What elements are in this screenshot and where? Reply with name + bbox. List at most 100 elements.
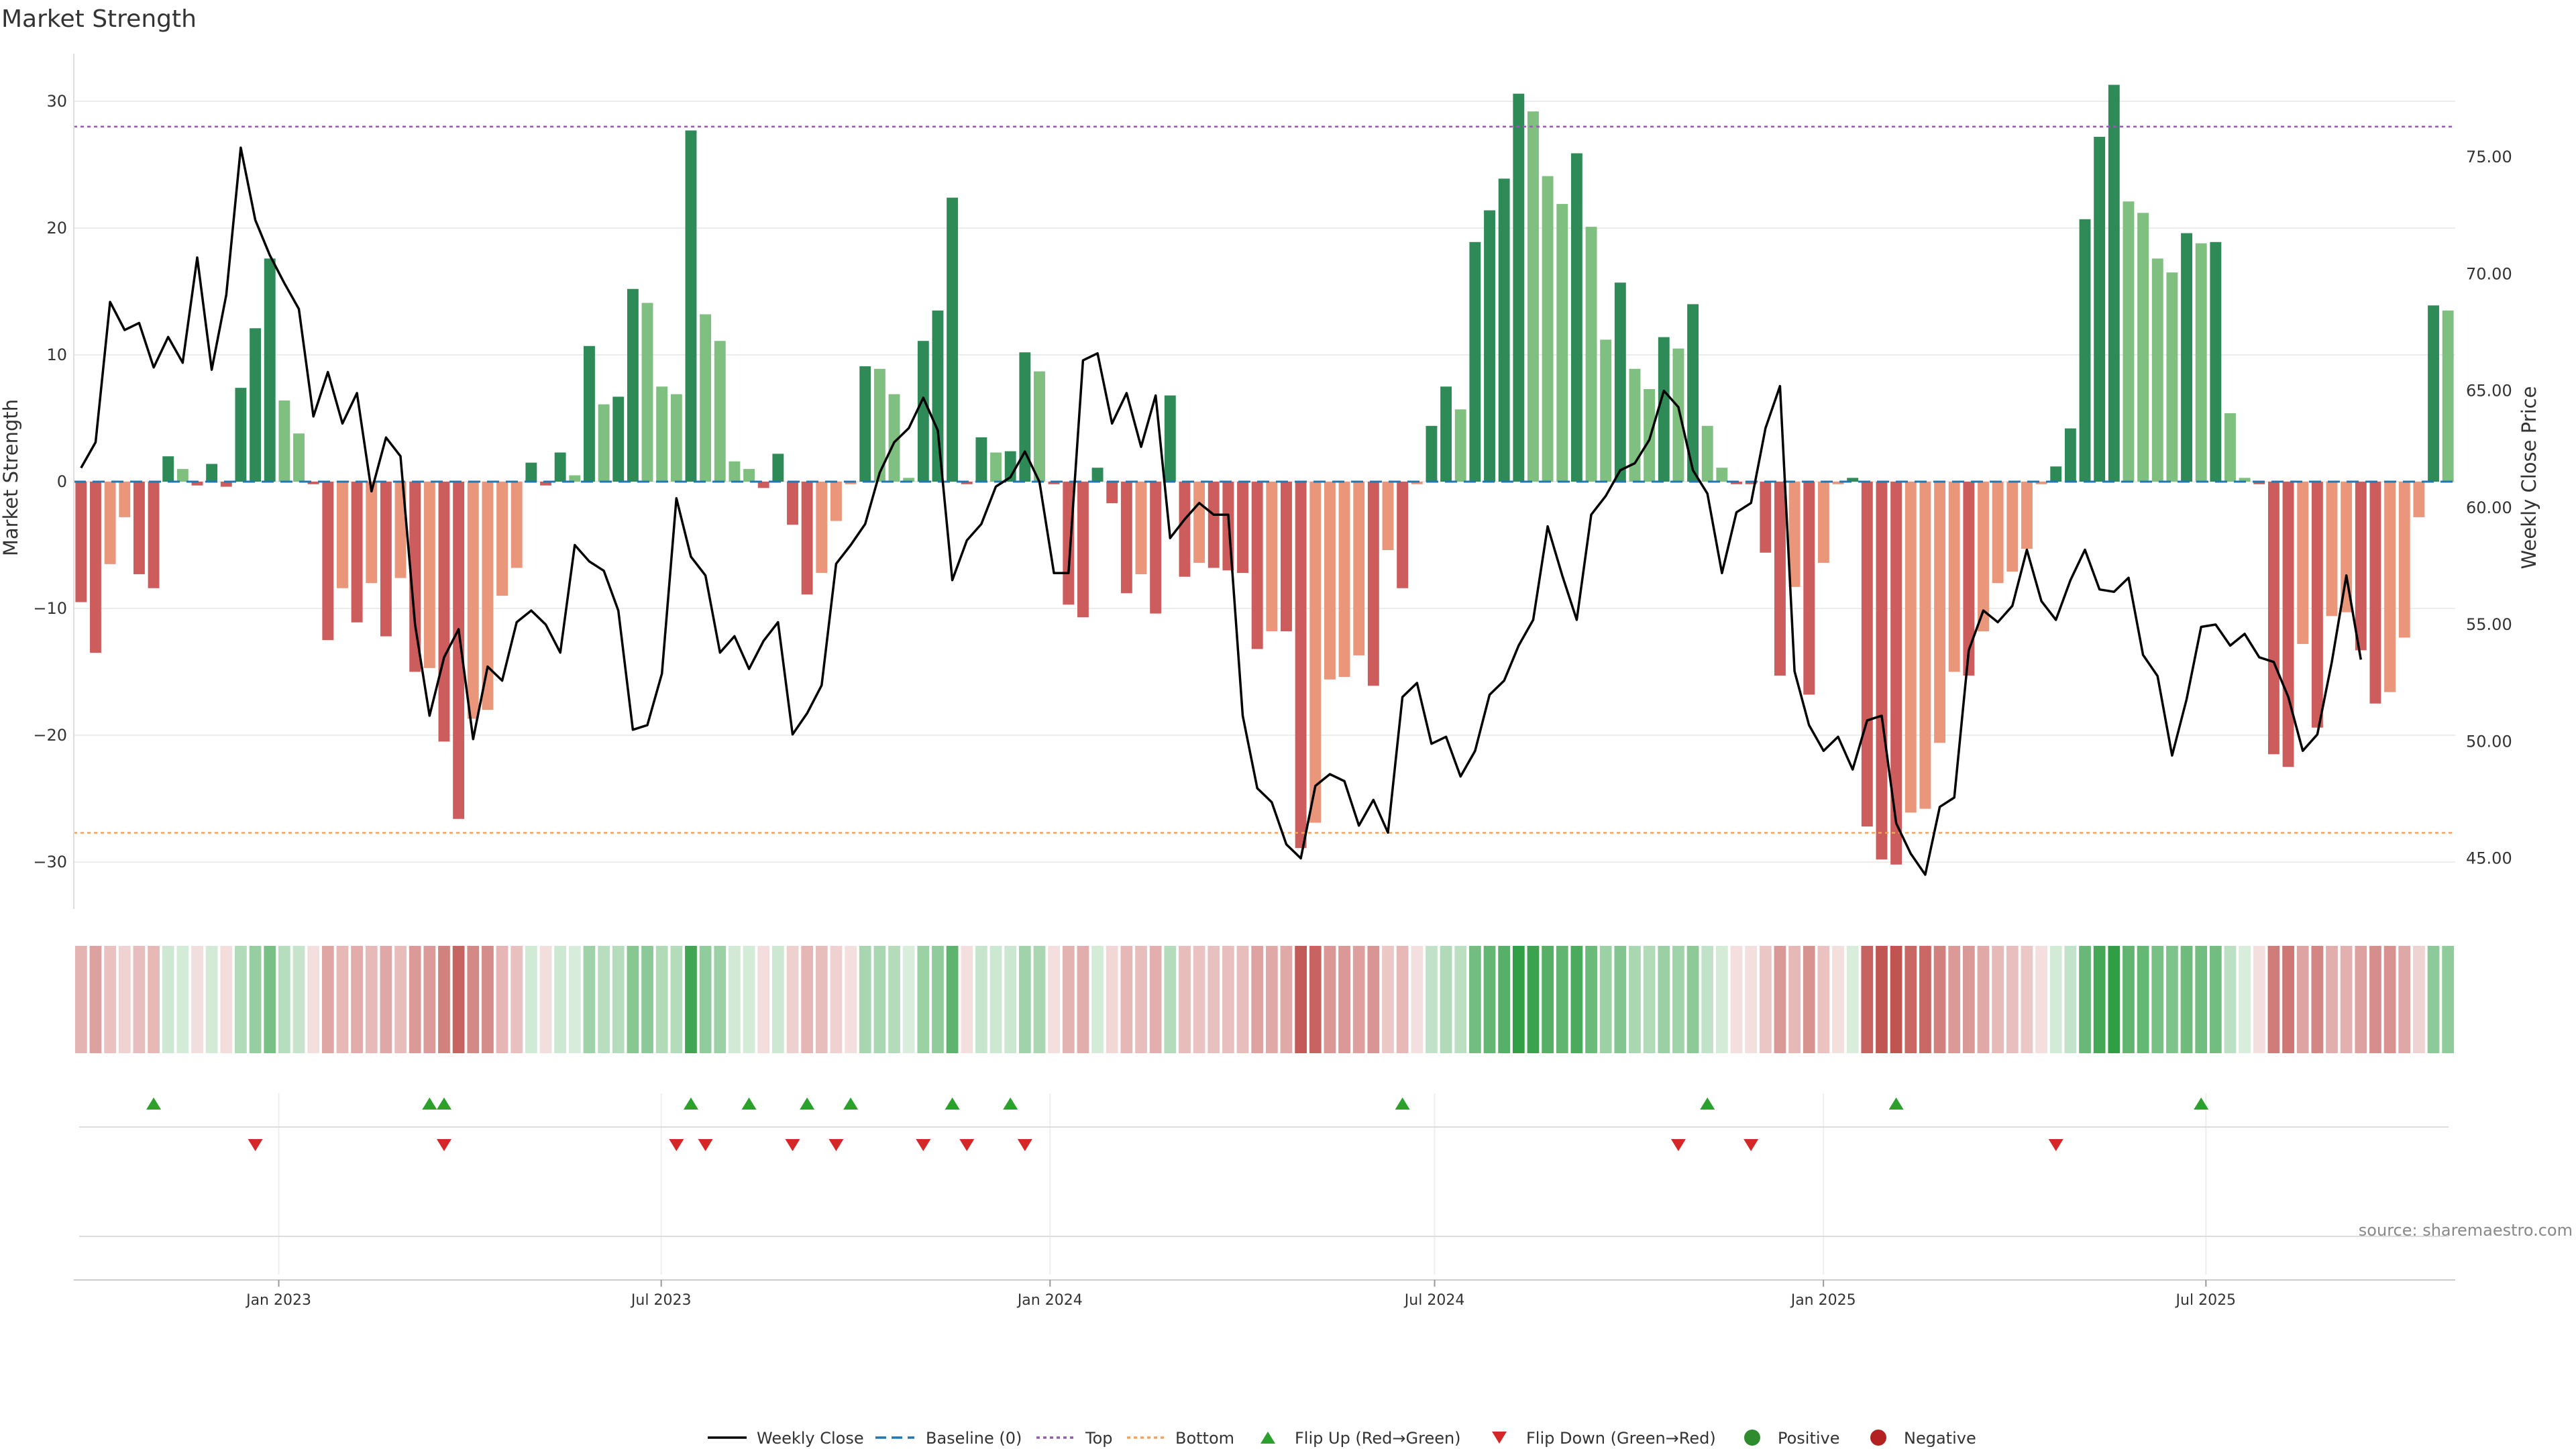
bar-91: [1397, 482, 1409, 588]
bar-155: [2326, 482, 2338, 616]
bar-89: [1367, 482, 1379, 686]
heat-cell-99: [1512, 946, 1525, 1053]
heat-cell-33: [554, 946, 567, 1053]
bar-95: [1454, 409, 1466, 482]
heat-cell-36: [598, 946, 610, 1053]
heat-cell-151: [2267, 946, 2280, 1053]
bar-73: [1135, 482, 1147, 574]
heat-cell-49: [786, 946, 799, 1053]
flip-up-marker-7: [945, 1097, 960, 1110]
right-axis-ticks: 75.00 70.00 65.00 60.00 55.00 50.00 45.00: [2466, 148, 2512, 868]
heat-cell-63: [989, 946, 1002, 1053]
bar-56: [888, 394, 900, 482]
heat-cell-54: [859, 946, 871, 1053]
heat-cell-144: [2166, 946, 2178, 1053]
heat-cell-143: [2151, 946, 2164, 1053]
flip-down-marker-3: [698, 1139, 713, 1151]
price-line-group: [80, 146, 2363, 876]
heat-cell-154: [2311, 946, 2324, 1053]
bar-71: [1106, 482, 1118, 504]
y2-tick-label-4: 55.00: [2466, 615, 2512, 634]
heat-cell-14: [278, 946, 290, 1053]
bar-22: [394, 482, 407, 578]
heat-cell-133: [2006, 946, 2019, 1053]
bar-136: [2050, 466, 2062, 482]
bar-75: [1164, 395, 1176, 482]
heat-cell-52: [830, 946, 843, 1053]
flip-up-marker-6: [843, 1097, 859, 1110]
bar-122: [1847, 478, 1859, 482]
heat-cell-136: [2049, 946, 2062, 1053]
bar-11: [235, 388, 247, 482]
bar-48: [772, 453, 784, 482]
bar-157: [2355, 482, 2367, 651]
y2-tick-label-3: 60.00: [2466, 498, 2512, 517]
bar-106: [1614, 282, 1626, 482]
heat-cell-20: [365, 946, 378, 1053]
heat-cell-159: [2383, 946, 2396, 1053]
heat-cell-9: [205, 946, 218, 1053]
bar-60: [947, 197, 959, 482]
bar-72: [1120, 482, 1132, 594]
flip-down-marker-1: [436, 1139, 451, 1151]
strength-bars: [75, 85, 2454, 865]
heat-cell-129: [1948, 946, 1961, 1053]
heat-cell-10: [220, 946, 233, 1053]
bar-107: [1629, 368, 1641, 482]
bar-84: [1295, 482, 1307, 849]
bar-49: [787, 482, 798, 525]
x-tick-label-5: Jul 2025: [2175, 1292, 2237, 1309]
bar-131: [1978, 482, 1989, 632]
bar-90: [1382, 482, 1394, 551]
bar-62: [975, 437, 987, 482]
bar-15: [293, 433, 305, 482]
heat-cell-15: [292, 946, 305, 1053]
heat-cell-38: [627, 946, 639, 1053]
heat-cell-61: [961, 946, 973, 1053]
heat-cell-107: [1629, 946, 1641, 1053]
bar-128: [1934, 482, 1945, 743]
bar-98: [1498, 178, 1510, 482]
legend-label-7: Negative: [1904, 1429, 1976, 1448]
bar-67: [1048, 482, 1060, 484]
chart-title: Market Strength: [1, 5, 197, 33]
heat-cell-34: [568, 946, 581, 1053]
heat-cell-132: [1992, 946, 2004, 1053]
y-tick-label-3: 0: [57, 472, 67, 491]
legend: Weekly Close Baseline (0) Top Bottom Flip Up…: [708, 1429, 1976, 1448]
bar-38: [627, 288, 639, 482]
heat-cell-56: [888, 946, 900, 1053]
heat-cell-0: [74, 946, 87, 1053]
heat-cell-86: [1324, 946, 1336, 1053]
bar-18: [337, 482, 348, 588]
heat-cell-126: [1904, 946, 1917, 1053]
bar-40: [656, 386, 668, 482]
heat-cell-94: [1440, 946, 1452, 1053]
heat-cell-32: [539, 946, 552, 1053]
bar-119: [1803, 482, 1815, 695]
heat-cell-45: [729, 946, 741, 1053]
y-tick-label-5: −20: [33, 726, 67, 745]
bar-53: [845, 482, 857, 484]
flip-up-marker-11: [1888, 1097, 1904, 1110]
bar-78: [1208, 482, 1220, 568]
bar-36: [598, 404, 610, 482]
heat-cell-50: [801, 946, 814, 1053]
y2-tick-label-2: 65.00: [2466, 382, 2512, 400]
heat-cell-162: [2427, 946, 2440, 1053]
heat-cell-120: [1817, 946, 1830, 1053]
heat-cell-76: [1179, 946, 1191, 1053]
bar-66: [1034, 371, 1045, 482]
bar-87: [1338, 482, 1350, 678]
y2-tick-label-5: 50.00: [2466, 732, 2512, 751]
bar-24: [423, 482, 435, 668]
heat-cell-47: [757, 946, 770, 1053]
bar-146: [2195, 243, 2207, 482]
bar-160: [2398, 482, 2410, 638]
bar-42: [685, 130, 697, 482]
bar-29: [496, 482, 508, 596]
bar-134: [2021, 482, 2033, 549]
heat-cell-134: [2021, 946, 2033, 1053]
heat-cell-158: [2369, 946, 2381, 1053]
heat-cell-81: [1251, 946, 1264, 1053]
